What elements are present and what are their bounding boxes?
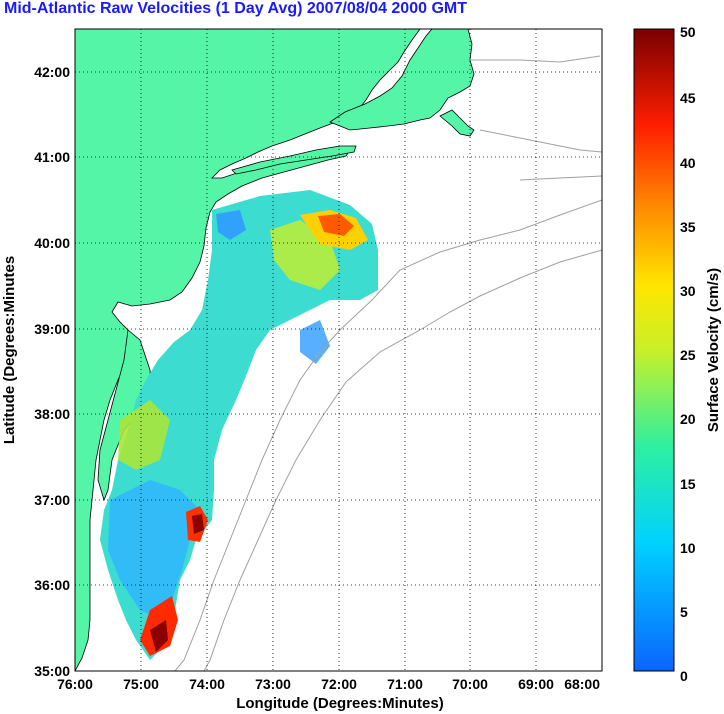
lon-tick: 74:00 <box>189 676 225 692</box>
bathymetry-contour <box>174 199 602 671</box>
x-axis-label: Longitude (Degrees:Minutes) <box>236 695 444 712</box>
colorbar-tick: 50 <box>680 24 696 40</box>
colorbar-tick: 45 <box>680 90 696 106</box>
colorbar-tick: 0 <box>680 668 688 684</box>
colorbar-tick: 10 <box>680 540 696 556</box>
lat-tick: 40:00 <box>34 235 70 251</box>
colorbar <box>633 28 675 672</box>
land-mass <box>75 29 421 671</box>
cape-cod-land <box>439 109 475 137</box>
long-island <box>231 145 357 175</box>
colorbar-tick: 30 <box>680 283 696 299</box>
lon-tick: 71:00 <box>387 676 423 692</box>
lat-tick: 37:00 <box>34 492 70 508</box>
lat-tick: 39:00 <box>34 321 70 337</box>
coastline-offshore <box>470 55 602 181</box>
colorbar-tick: 25 <box>680 347 696 363</box>
colorbar-tick-labels: 0 5 10 15 20 25 30 35 40 45 50 <box>680 24 696 684</box>
lon-tick: 68:00 <box>564 676 600 692</box>
lon-tick: 72:00 <box>321 676 357 692</box>
lat-tick: 35:00 <box>34 663 70 679</box>
lon-tick: 75:00 <box>123 676 159 692</box>
colorbar-tick: 40 <box>680 155 696 171</box>
map-title: Mid-Atlantic Raw Velocities (1 Day Avg) … <box>4 0 467 17</box>
bathymetry-contour-2 <box>203 249 602 671</box>
lon-tick: 73:00 <box>255 676 291 692</box>
lon-tick: 69:00 <box>518 676 554 692</box>
plot-frame <box>74 28 603 672</box>
colorbar-tick: 20 <box>680 411 696 427</box>
lat-tick-labels: 35:00 36:00 37:00 38:00 39:00 40:00 41:0… <box>34 64 70 679</box>
colorbar-tick: 15 <box>680 476 696 492</box>
lon-tick-labels: 76:00 75:00 74:00 73:00 72:00 71:00 70:0… <box>57 676 600 692</box>
y-axis-label: Latitude (Degrees:Minutes <box>1 256 18 444</box>
lon-tick: 76:00 <box>57 676 93 692</box>
lat-tick: 38:00 <box>34 406 70 422</box>
lon-tick: 70:00 <box>452 676 488 692</box>
colorbar-tick: 5 <box>680 604 688 620</box>
colorbar-tick: 35 <box>680 219 696 235</box>
lat-tick: 41:00 <box>34 149 70 165</box>
lat-tick: 36:00 <box>34 577 70 593</box>
colorbar-label: Surface Velocity (cm/s) <box>705 268 722 432</box>
lat-tick: 42:00 <box>34 64 70 80</box>
